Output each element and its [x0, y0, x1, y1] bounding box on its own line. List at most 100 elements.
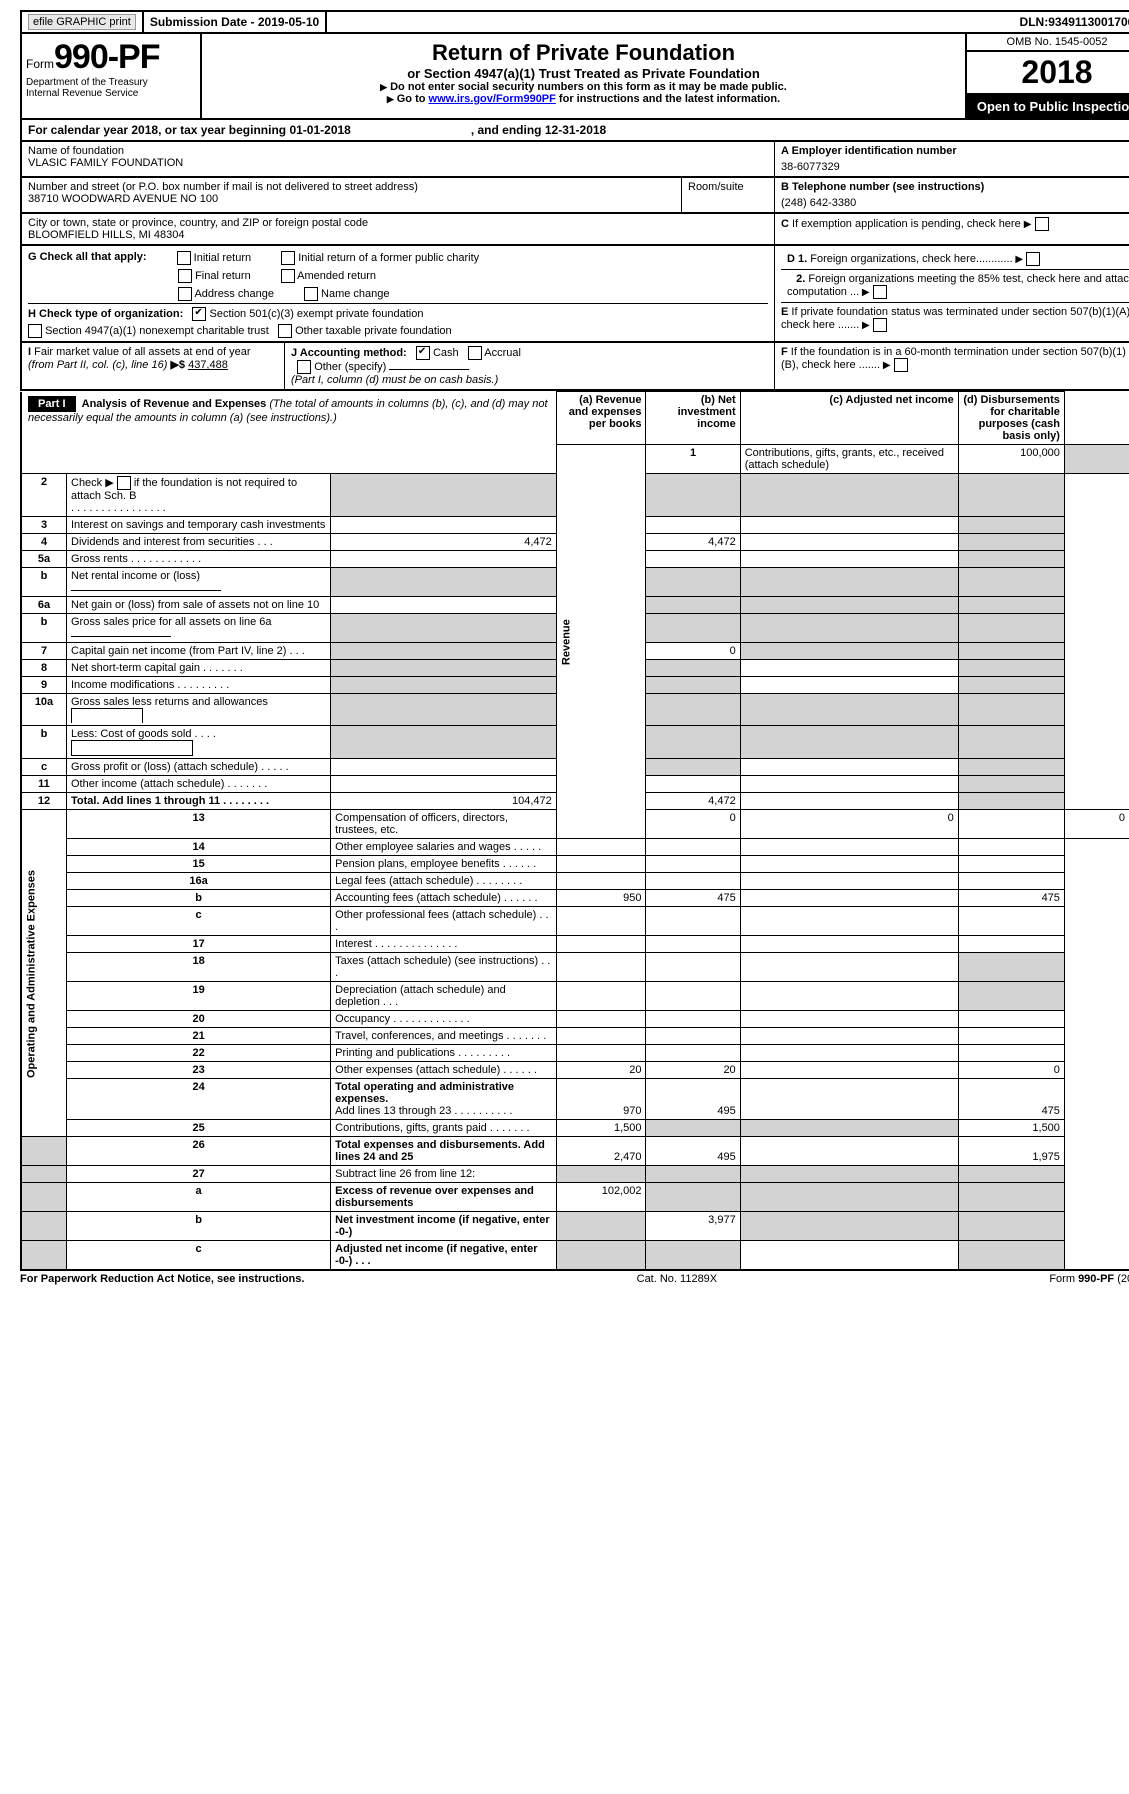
dln: DLN: 93491130017069: [1014, 12, 1129, 32]
side-revenue: Revenue: [556, 445, 646, 839]
cb-address[interactable]: [178, 287, 192, 301]
row-18-num: 18: [67, 953, 331, 982]
j-note: (Part I, column (d) must be on cash basi…: [291, 374, 498, 386]
cb-final[interactable]: [178, 269, 192, 283]
row-27b-b: 3,977: [646, 1212, 740, 1241]
tax-year: 2018: [967, 52, 1129, 95]
cb-d2[interactable]: [873, 285, 887, 299]
h-label: H Check type of organization:: [28, 308, 183, 320]
opt-final: Final return: [195, 270, 251, 282]
row-13-num: 13: [67, 810, 331, 839]
row-12-b: 4,472: [646, 793, 740, 810]
row-2-num: 2: [21, 474, 67, 517]
row-21-num: 21: [67, 1028, 331, 1045]
opt-other-tax: Other taxable private foundation: [295, 325, 452, 337]
cal-end: 12-31-2018: [545, 123, 606, 137]
row-9-num: 9: [21, 677, 67, 694]
row-15-num: 15: [67, 856, 331, 873]
cb-initial[interactable]: [177, 251, 191, 265]
cb-cash[interactable]: [416, 346, 430, 360]
row-5b-label: Net rental income or (loss): [67, 568, 331, 597]
row-17-label: Interest . . . . . . . . . . . . . .: [331, 936, 557, 953]
addr-label: Number and street (or P.O. box number if…: [28, 181, 675, 193]
row-14-label: Other employee salaries and wages . . . …: [331, 839, 557, 856]
row-4-num: 4: [21, 534, 67, 551]
opt-accrual: Accrual: [484, 347, 521, 359]
omb-number: OMB No. 1545-0052: [967, 34, 1129, 52]
row-6b-num: b: [21, 614, 67, 643]
form-subtitle: or Section 4947(a)(1) Trust Treated as P…: [208, 66, 959, 81]
row-8-label: Net short-term capital gain . . . . . . …: [67, 660, 331, 677]
foundation-name: VLASIC FAMILY FOUNDATION: [28, 157, 768, 169]
row-3-num: 3: [21, 517, 67, 534]
row-6a-label: Net gain or (loss) from sale of assets n…: [67, 597, 331, 614]
cb-initial-former[interactable]: [281, 251, 295, 265]
row-10b-label: Less: Cost of goods sold . . . .: [67, 726, 331, 759]
cb-4947[interactable]: [28, 324, 42, 338]
i-value: 437,488: [188, 359, 228, 371]
row-16b-num: b: [67, 890, 331, 907]
submission-date: Submission Date - 2019-05-10: [144, 12, 327, 32]
row-27c-label: Adjusted net income (if negative, enter …: [331, 1241, 557, 1271]
cb-other-tax[interactable]: [278, 324, 292, 338]
form-prefix: Form: [26, 57, 54, 71]
row-27b-label: Net investment income (if negative, ente…: [331, 1212, 557, 1241]
irs-link[interactable]: www.irs.gov/Form990PF: [429, 93, 556, 105]
form-title: Return of Private Foundation: [208, 40, 959, 66]
row-24-d: 475: [958, 1079, 1064, 1120]
c-label: C If exemption application is pending, c…: [781, 218, 1021, 230]
d2-label: 2. Foreign organizations meeting the 85%…: [781, 270, 1129, 303]
cb-amended[interactable]: [281, 269, 295, 283]
row-16b-b: 475: [646, 890, 740, 907]
row-27c-num: c: [67, 1241, 331, 1271]
row-4-b: 4,472: [646, 534, 740, 551]
d1-label: D 1. Foreign organizations, check here..…: [781, 249, 1129, 270]
row-20-num: 20: [67, 1011, 331, 1028]
tel-label: B Telephone number (see instructions): [781, 181, 1129, 193]
e-label: E If private foundation status was termi…: [781, 303, 1129, 332]
row-12-label: Total. Add lines 1 through 11 . . . . . …: [67, 793, 331, 810]
row-27a-label: Excess of revenue over expenses and disb…: [331, 1183, 557, 1212]
ein-label: A Employer identification number: [781, 145, 1129, 157]
row-20-label: Occupancy . . . . . . . . . . . . .: [331, 1011, 557, 1028]
row-6a-num: 6a: [21, 597, 67, 614]
col-d-header: (d) Disbursements for charitable purpose…: [958, 392, 1064, 445]
opt-initial-former: Initial return of a former public charit…: [298, 252, 479, 264]
tel-value: (248) 642-3380: [781, 193, 1129, 209]
row-9-label: Income modifications . . . . . . . . .: [67, 677, 331, 694]
cb-501c3[interactable]: [192, 307, 206, 321]
cb-j-other[interactable]: [297, 360, 311, 374]
footer-left: For Paperwork Reduction Act Notice, see …: [20, 1273, 304, 1285]
row-16c-num: c: [67, 907, 331, 936]
col-c-header: (c) Adjusted net income: [740, 392, 958, 445]
row-25-label: Contributions, gifts, grants paid . . . …: [331, 1120, 557, 1137]
opt-4947: Section 4947(a)(1) nonexempt charitable …: [45, 325, 269, 337]
i-arrow: ▶$: [170, 359, 185, 371]
row-16c-label: Other professional fees (attach schedule…: [331, 907, 557, 936]
c-checkbox[interactable]: [1035, 217, 1049, 231]
efile-btn: efile GRAPHIC print: [22, 12, 144, 32]
cb-accrual[interactable]: [468, 346, 482, 360]
row-10a-num: 10a: [21, 694, 67, 726]
row-7-label: Capital gain net income (from Part IV, l…: [67, 643, 331, 660]
opt-address: Address change: [194, 288, 274, 300]
cb-name[interactable]: [304, 287, 318, 301]
col-b-header: (b) Net investment income: [646, 392, 740, 445]
footer-right: Form 990-PF (2018): [1049, 1273, 1129, 1285]
opt-cash: Cash: [433, 347, 459, 359]
cb-schb[interactable]: [117, 476, 131, 490]
city-value: BLOOMFIELD HILLS, MI 48304: [28, 229, 768, 241]
cb-d1[interactable]: [1026, 252, 1040, 266]
row-26-d: 1,975: [958, 1137, 1064, 1166]
row-24-a: 970: [556, 1079, 646, 1120]
row-11-num: 11: [21, 776, 67, 793]
row-4-label: Dividends and interest from securities .…: [67, 534, 331, 551]
opt-501c3: Section 501(c)(3) exempt private foundat…: [209, 308, 423, 320]
row-13-b: 0: [740, 810, 958, 839]
cb-f[interactable]: [894, 358, 908, 372]
cb-e[interactable]: [873, 318, 887, 332]
row-14-num: 14: [67, 839, 331, 856]
cal-start: 01-01-2018: [289, 123, 350, 137]
row-10c-num: c: [21, 759, 67, 776]
row-23-d: 0: [958, 1062, 1064, 1079]
